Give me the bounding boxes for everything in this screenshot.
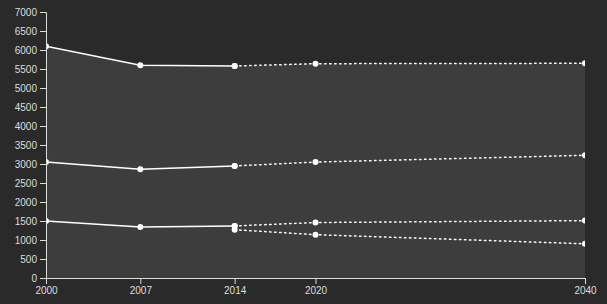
area — [46, 46, 585, 278]
tick-mark — [40, 107, 46, 108]
tick-mark — [40, 12, 46, 13]
tick-mark — [235, 278, 236, 284]
tick-mark — [40, 259, 46, 260]
tick-label: 1000 — [15, 235, 38, 246]
tick: 4500 — [15, 102, 46, 113]
x-axis-line — [47, 279, 586, 285]
plot: 2000 2007 2014 2020 2040 0 500 1000 1500 2000 2500… — [15, 7, 597, 296]
tick: 2020 — [305, 278, 328, 296]
tick-label: 6000 — [15, 45, 38, 56]
tick-mark — [585, 278, 586, 284]
marker — [313, 61, 319, 67]
y-axis: 0 500 1000 1500 2000 2500 3000 3500 4000 4500 5000… — [15, 7, 47, 284]
line — [235, 155, 585, 166]
marker — [232, 63, 238, 69]
tick-mark — [40, 145, 46, 146]
line — [235, 230, 585, 244]
tick-mark — [40, 278, 46, 279]
tick: 2000 — [35, 278, 58, 296]
marker — [232, 163, 238, 169]
tick-mark — [40, 50, 46, 51]
marker — [582, 218, 585, 224]
chart: 2000 2007 2014 2020 2040 0 500 1000 1500 2000 2500… — [0, 0, 607, 304]
tick: 1500 — [15, 216, 46, 227]
tick-mark — [40, 183, 46, 184]
marker — [582, 241, 585, 247]
tick-label: 0 — [31, 273, 37, 284]
tick: 4000 — [15, 121, 46, 132]
tick-label: 4500 — [15, 102, 38, 113]
tick-mark — [40, 31, 46, 32]
tick: 500 — [20, 254, 46, 265]
tick-label: 2007 — [130, 285, 153, 296]
tick-label: 2040 — [574, 285, 597, 296]
tick-mark — [40, 240, 46, 241]
marker — [232, 63, 238, 69]
tick-label: 2014 — [224, 285, 247, 296]
marker — [313, 232, 319, 238]
tick-label: 4000 — [15, 121, 38, 132]
tick-mark — [40, 221, 46, 222]
tick-label: 2000 — [15, 197, 38, 208]
tick: 1000 — [15, 235, 46, 246]
tick-mark — [40, 164, 46, 165]
tick: 0 — [31, 273, 46, 284]
marker — [313, 220, 319, 226]
marker — [582, 60, 585, 66]
tick-label: 500 — [20, 254, 37, 265]
tick: 2014 — [224, 278, 247, 296]
data — [46, 43, 585, 278]
marker — [582, 152, 585, 158]
tick-label: 6500 — [15, 26, 38, 37]
tick: 6500 — [15, 26, 46, 37]
tick-label: 2500 — [15, 178, 38, 189]
marker — [137, 62, 143, 68]
tick-mark — [40, 202, 46, 203]
tick: 7000 — [15, 7, 46, 18]
marker — [137, 166, 143, 172]
tick: 3000 — [15, 159, 46, 170]
tick-label: 3000 — [15, 159, 38, 170]
tick-label: 7000 — [15, 7, 38, 18]
line — [235, 63, 585, 66]
tick: 6000 — [15, 45, 46, 56]
tick: 2000 — [15, 197, 46, 208]
tick-mark — [40, 69, 46, 70]
tick-mark — [140, 278, 141, 284]
tick-mark — [40, 88, 46, 89]
tick: 2007 — [130, 278, 153, 296]
tick-label: 2000 — [35, 285, 58, 296]
tick: 5500 — [15, 64, 46, 75]
marker — [137, 224, 143, 230]
tick-mark — [316, 278, 317, 284]
tick: 2040 — [574, 278, 597, 296]
tick: 3500 — [15, 140, 46, 151]
tick-label: 5500 — [15, 64, 38, 75]
y-axis-line — [40, 13, 47, 279]
marker — [313, 159, 319, 165]
tick-label: 5000 — [15, 83, 38, 94]
marker — [232, 163, 238, 169]
tick-label: 2020 — [305, 285, 328, 296]
tick-mark — [40, 126, 46, 127]
tick: 5000 — [15, 83, 46, 94]
tick-label: 3500 — [15, 140, 38, 151]
tick-label: 1500 — [15, 216, 38, 227]
marker — [232, 227, 238, 233]
tick: 2500 — [15, 178, 46, 189]
x-axis: 2000 2007 2014 2020 2040 — [35, 278, 597, 296]
line — [235, 221, 585, 226]
